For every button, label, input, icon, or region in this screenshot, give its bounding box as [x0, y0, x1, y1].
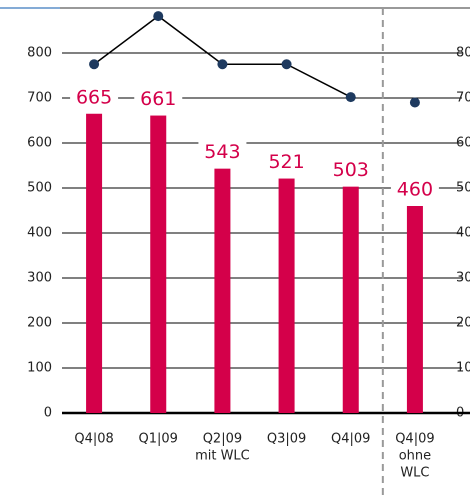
y2-tick-label: 80: [456, 46, 470, 61]
y-tick-label: 200: [27, 316, 52, 331]
y-tick-label: 800: [27, 46, 52, 61]
bar: [86, 113, 103, 413]
value-label-bg: [134, 87, 183, 112]
line-marker: [409, 97, 420, 108]
y-tick-label: 400: [27, 226, 52, 241]
line-marker: [281, 59, 292, 70]
y2-tick-label: 10: [456, 361, 470, 376]
line-marker: [345, 92, 356, 103]
y-tick-label: 500: [27, 181, 52, 196]
x-tick-label: ohne: [399, 449, 431, 464]
value-label-bg: [262, 150, 311, 175]
y2-tick-label: 40: [456, 226, 470, 241]
bar: [342, 186, 359, 413]
bar: [150, 115, 167, 414]
bar: [214, 168, 231, 413]
line-marker: [89, 59, 100, 70]
x-tick-label: WLC: [400, 466, 429, 481]
x-tick-label: Q4|09: [395, 432, 434, 447]
y2-tick-label: 20: [456, 316, 470, 331]
value-label-bg: [390, 178, 439, 202]
value-label: 665: [76, 86, 112, 108]
bar: [406, 206, 423, 413]
value-label: 521: [268, 151, 304, 173]
x-tick-label: Q4|08: [74, 432, 113, 447]
value-label-bg: [326, 158, 375, 183]
y-tick-label: 600: [27, 136, 52, 151]
y-tick-label: 0: [44, 406, 52, 421]
x-tick-label: mit WLC: [195, 449, 250, 464]
y-tick-label: 100: [27, 361, 52, 376]
y2-tick-label: 50: [456, 181, 470, 196]
y2-tick-label: 60: [456, 136, 470, 151]
line-marker: [153, 11, 164, 22]
line: [93, 15, 352, 98]
y-tick-label: 300: [27, 271, 52, 286]
value-label: 543: [204, 141, 240, 163]
x-tick-label: Q1|09: [139, 432, 178, 447]
x-tick-label: Q4|09: [331, 432, 370, 447]
bar: [278, 178, 295, 413]
y2-tick-label: 70: [456, 91, 470, 106]
x-tick-label: Q3|09: [267, 432, 306, 447]
value-label-bg: [70, 85, 119, 110]
value-label: 460: [397, 179, 433, 201]
value-label-bg: [198, 140, 247, 165]
x-tick-label: Q2|09: [203, 432, 242, 447]
value-label: 661: [140, 88, 176, 110]
y2-tick-label: 30: [456, 271, 470, 286]
line-marker: [217, 59, 228, 70]
y-tick-label: 700: [27, 91, 52, 106]
value-label: 503: [333, 159, 369, 181]
